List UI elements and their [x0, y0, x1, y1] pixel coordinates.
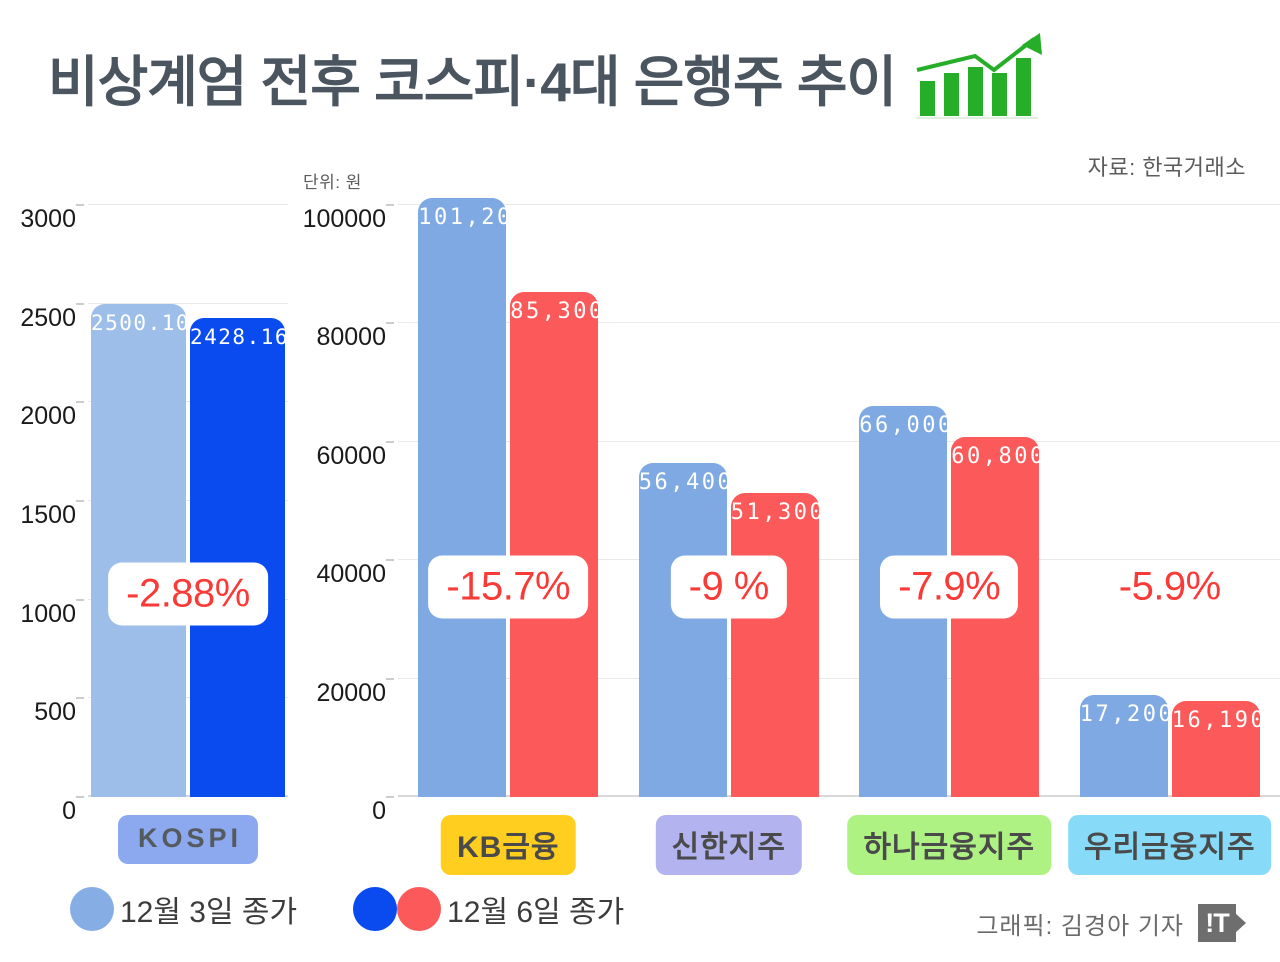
legend-label: 12월 6일 종가 — [447, 896, 625, 929]
category-label-1: KOSPI — [117, 815, 259, 864]
y-axis-tick-mark — [76, 598, 84, 601]
logo-arrow-icon — [1235, 913, 1246, 933]
bar: 51,300 — [730, 493, 826, 797]
bar-value-label: 60,800 — [951, 444, 1046, 470]
bar-value-label: 56,400 — [638, 470, 734, 496]
bar: 17,200 — [1079, 695, 1175, 797]
gridline — [88, 500, 288, 501]
gridline — [88, 697, 288, 699]
percent-change-badge: -2.88% — [108, 562, 268, 626]
gridline — [88, 204, 288, 205]
kospi-chart-panel: 0 500 1000 1500 2000 2500 3000 2500.10 2428.16 -2… — [0, 204, 300, 864]
banks-chart-panel: 0 20000 40000 60000 80000 100000 101,200 85,300… — [300, 197, 1280, 875]
percent-change-badge: -5.9% — [1113, 555, 1227, 618]
bar-chart-growth-icon — [916, 33, 1043, 119]
bar-value-label: 2500.10 — [91, 310, 191, 335]
source-label: 자료: 한국거래소 — [1087, 155, 1246, 180]
legend-label: 12월 3일 종가 — [120, 896, 298, 929]
footer-credit: 그래픽: 김경아 기자 — [976, 912, 1184, 940]
y-axis-tick-mark — [386, 796, 394, 798]
y-axis-tick-mark — [386, 559, 394, 562]
y-axis-tick-mark — [76, 401, 84, 404]
bar-value-label: 17,200 — [1079, 702, 1175, 728]
bar-value-label: 101,200 — [418, 204, 529, 230]
x-axis-line — [88, 795, 288, 797]
category-label-2: 신한지주 — [655, 815, 802, 875]
x-axis-line — [398, 795, 1280, 797]
y-axis-tick-mark — [76, 697, 84, 700]
bar-value-label: 85,300 — [510, 299, 605, 325]
y-axis-tick-mark — [386, 677, 394, 680]
bar: 2428.16 — [190, 317, 290, 797]
percent-change-badge: -7.9% — [880, 555, 1019, 619]
unit-label: 단위: 원 — [303, 173, 362, 192]
bar: 16,190 — [1171, 701, 1267, 797]
banks-plot-area: 0 20000 40000 60000 80000 100000 101,200 85,300… — [303, 197, 1280, 875]
bar: 56,400 — [638, 463, 734, 797]
bar-value-label: 66,000 — [859, 413, 954, 439]
bar-value-label: 2428.16 — [190, 324, 290, 349]
bar-value-label: 51,300 — [730, 500, 826, 526]
bar: 2500.10 — [91, 303, 191, 797]
kospi-plot-area: 0 500 1000 1500 2000 2500 3000 2500.10 2428.16 -2… — [20, 204, 290, 864]
y-axis-tick-mark — [76, 796, 84, 798]
y-axis-tick-mark — [386, 440, 394, 443]
y-axis-tick-mark — [76, 500, 84, 502]
footer: 그래픽: 김경아 기자 !T — [976, 904, 1246, 942]
y-axis-tick-mark — [76, 302, 84, 305]
category-label-3: 하나금융지주 — [847, 815, 1052, 875]
legend-item-1: 12월 3일 종가 — [70, 887, 297, 931]
category-label-4: 우리금융지주 — [1067, 815, 1272, 875]
logo-text: !T — [1198, 904, 1236, 942]
y-axis-tick-mark — [386, 204, 394, 206]
legend-color-dot — [397, 887, 442, 931]
legend-color-dot — [353, 887, 398, 931]
y-axis-tick-mark — [386, 322, 394, 325]
gridline — [398, 559, 1280, 561]
gridline — [398, 440, 1280, 442]
gridline — [88, 401, 288, 403]
gridline — [88, 302, 288, 304]
category-label-1: KB금융 — [440, 815, 576, 875]
legend-item-2: 12월 6일 종가 — [353, 887, 624, 931]
gridline — [398, 677, 1280, 679]
legend-color-dot — [70, 887, 114, 931]
legend: 12월 3일 종가 12월 6일 종가 — [70, 880, 624, 938]
page-title: 비상계엄 전후 코스피·4대 은행주 추이 — [48, 51, 897, 113]
gridline — [398, 322, 1280, 324]
header: 비상계엄 전후 코스피·4대 은행주 추이 — [0, 22, 1280, 132]
bar: 85,300 — [510, 292, 605, 797]
y-axis-tick-mark — [76, 204, 84, 206]
bar: 101,200 — [418, 197, 529, 797]
percent-change-badge: -9 % — [670, 555, 787, 619]
bar-value-label: 16,190 — [1171, 708, 1267, 734]
percent-change-badge: -15.7% — [428, 555, 589, 619]
it-logo: !T — [1198, 904, 1246, 942]
gridline — [398, 204, 1280, 205]
